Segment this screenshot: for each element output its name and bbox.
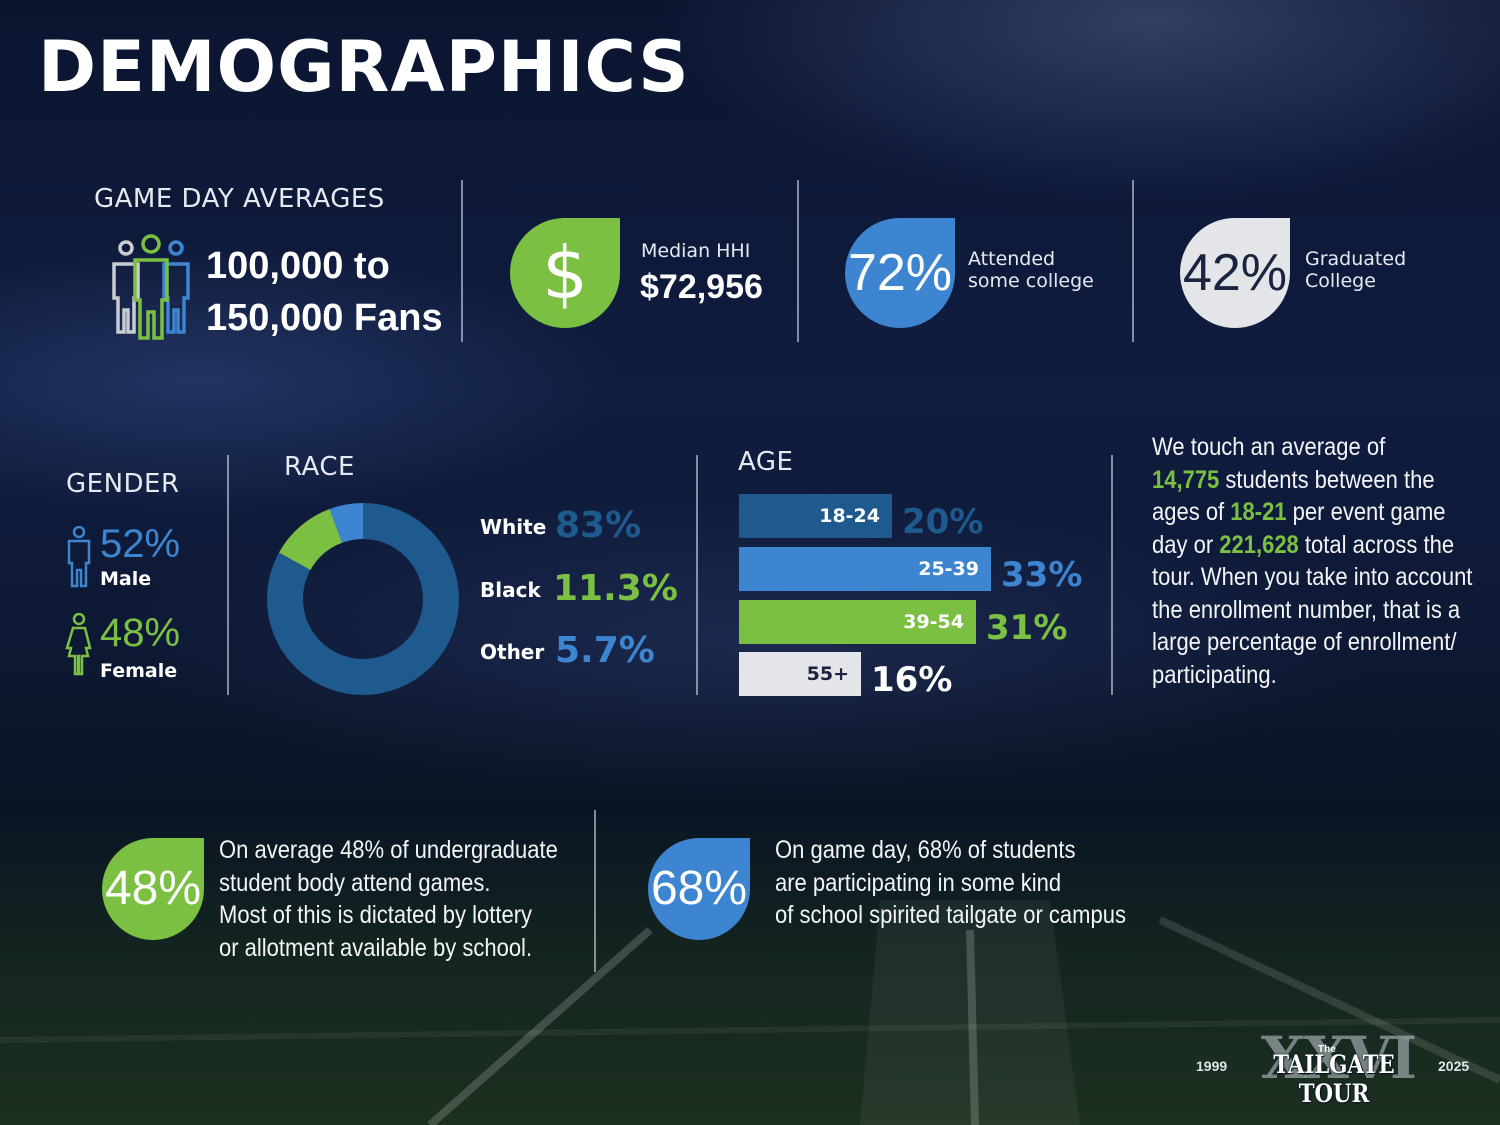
divider [696,455,698,695]
students-total: 221,628 [1219,530,1299,559]
students-text-2: students between the ages of [1152,465,1435,527]
age-bar-label: 18-24 [819,505,880,527]
fans-range: 100,000 to 150,000 Fans [206,240,443,344]
median-hhi-value: $72,956 [640,268,763,306]
some-college-label: Attended some college [968,248,1094,292]
median-hhi-label: Median HHI [641,240,751,262]
race-label-other: Other [480,640,545,664]
tailgate-line-3: of school spirited tailgate or campus [775,901,1126,929]
students-avg-count: 14,775 [1152,465,1220,494]
race-value-black: 11.3% [553,568,678,609]
field-background [0,900,1500,1125]
students-age-range: 18-21 [1230,498,1287,526]
logo-year-start: 1999 [1196,1058,1228,1074]
race-heading: RACE [284,452,355,482]
male-value: 52% [100,522,181,566]
logo-the: The [1318,1044,1336,1055]
age-value-39-54: 31% [986,608,1068,648]
logo-name: TAILGATE TOUR [1273,1050,1395,1108]
divider [227,455,229,695]
divider [797,180,799,342]
divider [1132,180,1134,342]
undergrad-line-1: On average 48% of undergraduate [219,836,558,864]
dollar-symbol: $ [542,231,588,315]
fans-group-icon [106,234,196,344]
age-value-18-24: 20% [902,502,984,542]
male-icon [64,525,94,588]
divider [461,180,463,342]
tailgate-value: 68% [650,862,748,915]
students-text-3: per event game day or [1152,498,1446,559]
some-college-value: 72% [847,244,953,302]
fans-line-1: 100,000 to [206,245,390,287]
dollar-icon: $ [510,218,620,328]
tailgate-line-2: are participating in some kind [775,868,1062,897]
tailgate-tour-logo: XXVI 1999 The TAILGATE TOUR 2025 [1194,1024,1476,1108]
graduated-value: 42% [1182,244,1288,302]
undergrad-line-4: or allotment available by school. [219,933,533,962]
divider [1111,455,1113,695]
fans-line-2: 150,000 Fans [206,297,443,339]
age-bar-39-54: 39-54 [739,600,976,644]
undergrad-line-2: student body attend games. [219,868,491,897]
logo-year-end: 2025 [1438,1058,1470,1074]
age-bar-55plus: 55+ [739,652,861,696]
race-donut-chart [266,502,460,696]
undergrad-value: 48% [104,862,202,915]
graduated-label: Graduated College [1305,248,1406,292]
undergrad-line-3: Most of this is dictated by lottery [219,901,533,929]
some-college-label-2: some college [968,270,1094,292]
undergrad-text: On average 48% of undergraduate student … [219,834,589,964]
some-college-label-1: Attended [968,248,1056,270]
logo-roman-numeral: XXVI [1260,1024,1417,1092]
tailgate-badge: 68% [648,838,750,940]
age-bar-label: 25-39 [918,558,979,580]
age-bar-25-39: 25-39 [739,547,991,591]
graduated-label-1: Graduated [1305,248,1407,270]
male-label: Male [100,568,152,590]
race-slice-other [267,503,459,695]
graduated-badge: 42% [1180,218,1290,328]
tailgate-line-1: On game day, 68% of students [775,836,1076,864]
race-value-other: 5.7% [555,630,655,671]
students-text-1: We touch an average of [1152,433,1386,461]
female-icon [64,612,94,677]
race-value-white: 83% [555,505,642,546]
page-title: DEMOGRAPHICS [38,26,690,108]
age-bar-label: 39-54 [903,611,964,633]
race-label-white: White [480,515,547,539]
gender-heading: GENDER [66,469,180,499]
age-value-25-39: 33% [1001,555,1083,595]
age-heading: AGE [738,447,794,477]
students-paragraph: We touch an average of 14,775 students b… [1152,431,1486,691]
tailgate-text: On game day, 68% of students are partici… [775,834,1171,932]
female-value: 48% [100,611,181,655]
age-bar-label: 55+ [806,663,849,685]
undergrad-badge: 48% [102,838,204,940]
race-label-black: Black [480,578,541,602]
game-day-heading: GAME DAY AVERAGES [94,184,385,214]
some-college-badge: 72% [845,218,955,328]
graduated-label-2: College [1305,270,1376,292]
divider [594,810,596,972]
age-value-55plus: 16% [871,660,953,700]
students-text-4: total across the tour. When you take int… [1152,530,1473,689]
age-bar-18-24: 18-24 [739,494,892,538]
female-label: Female [100,660,178,682]
